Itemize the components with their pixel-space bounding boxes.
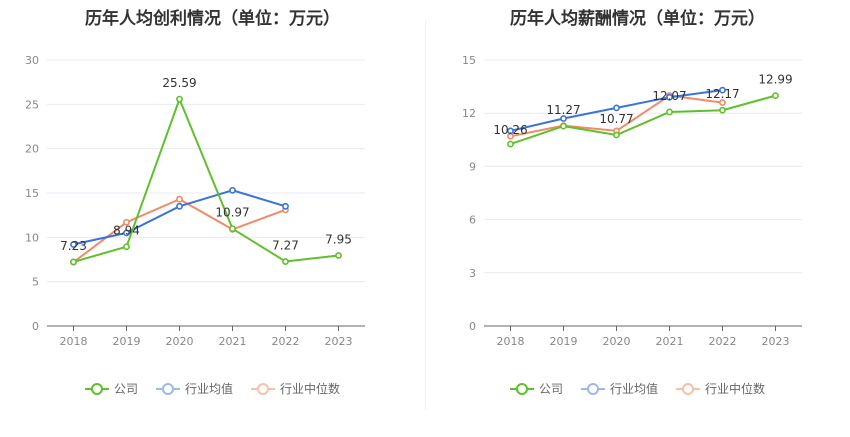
- data-label: 25.59: [162, 76, 196, 90]
- data-point: [666, 108, 673, 116]
- chart-title: 历年人均薪酬情况（单位：万元）: [510, 9, 765, 29]
- x-tick-label: 2018: [497, 335, 525, 348]
- data-point: [229, 186, 236, 194]
- data-label: 7.95: [325, 233, 352, 247]
- data-label: 12.07: [652, 89, 686, 103]
- x-tick-label: 2019: [550, 335, 578, 348]
- y-tick-label: 15: [462, 54, 476, 67]
- plot-area: 0 5 10 15 20 25 30 2018 2019 2020 2021 2022 2023 7.23…: [25, 54, 365, 348]
- x-tick-label: 2021: [219, 335, 247, 348]
- y-tick-label: 15: [25, 187, 39, 200]
- profit-per-capita-chart: 历年人均创利情况（单位：万元） 0 5 10 15 20 25 30 2018 2019 2020…: [0, 9, 425, 397]
- x-tick-label: 2020: [603, 335, 631, 348]
- legend-item-industry-median[interactable]: 行业中位数: [251, 380, 340, 397]
- plot-area: 0 3 6 9 12 15 2018 2019 2020 2021 2022 2023 10.26 11.…: [462, 54, 802, 348]
- y-tick-label: 3: [469, 267, 476, 280]
- data-point: [176, 95, 183, 103]
- data-point: [507, 127, 514, 135]
- data-label: 11.27: [546, 103, 580, 117]
- legend-label-industry-median: 行业中位数: [705, 382, 766, 396]
- legend-label-company: 公司: [113, 382, 138, 396]
- x-tick-label: 2020: [166, 335, 194, 348]
- x-tick-label: 2022: [272, 335, 300, 348]
- legend-item-company[interactable]: 公司: [84, 380, 138, 397]
- y-tick-label: 25: [25, 98, 39, 111]
- legend-swatch-industry-avg: [580, 382, 605, 395]
- series-line: [510, 94, 776, 146]
- legend-swatch-industry-median: [676, 382, 700, 395]
- y-tick-label: 20: [25, 143, 39, 156]
- y-tick-label: 30: [25, 54, 39, 67]
- y-tick-label: 0: [32, 320, 39, 333]
- data-point: [123, 218, 130, 226]
- data-point: [229, 225, 236, 233]
- data-label: 8.94: [113, 224, 140, 238]
- legend-swatch-company: [84, 382, 109, 395]
- x-tick-label: 2022: [709, 335, 737, 348]
- data-point: [507, 140, 514, 148]
- data-point: [613, 104, 620, 112]
- data-point: [719, 86, 726, 94]
- legend-item-industry-avg[interactable]: 行业均值: [580, 380, 658, 397]
- data-label: 10.26: [493, 123, 527, 137]
- data-point: [123, 229, 130, 237]
- y-tick-label: 10: [25, 231, 39, 244]
- x-tick-label: 2023: [762, 335, 790, 348]
- legend-item-industry-median[interactable]: 行业中位数: [676, 380, 765, 397]
- legend-swatch-company: [509, 382, 534, 395]
- data-point: [719, 99, 726, 106]
- data-point: [282, 258, 289, 265]
- data-point: [719, 106, 726, 114]
- data-point: [123, 243, 130, 251]
- x-tick-label: 2018: [60, 335, 88, 348]
- salary-per-capita-chart: 历年人均薪酬情况（单位：万元） 0 3 6 9 12 15 2018 2019 2020 2021…: [425, 0, 850, 437]
- legend-label-industry-avg: 行业均值: [184, 382, 233, 396]
- data-point: [335, 252, 342, 259]
- data-point: [613, 131, 620, 139]
- data-point: [666, 93, 673, 101]
- legend: 公司 行业均值 行业中位数: [425, 380, 850, 397]
- data-label: 12.17: [705, 87, 739, 101]
- panel-divider: [425, 20, 426, 410]
- data-point: [176, 195, 183, 203]
- x-tick-label: 2019: [113, 335, 141, 348]
- legend-label-company: 公司: [538, 382, 563, 396]
- series-line: [73, 96, 339, 263]
- data-label: 10.97: [215, 206, 249, 220]
- data-point: [560, 122, 567, 130]
- data-point: [70, 258, 77, 266]
- data-label: 12.99: [758, 73, 792, 87]
- y-tick-label: 5: [32, 276, 39, 289]
- legend-item-company[interactable]: 公司: [509, 380, 563, 397]
- legend: 公司 行业均值 行业中位数: [0, 380, 425, 397]
- chart-title: 历年人均创利情况（单位：万元）: [85, 9, 340, 29]
- data-label: 7.23: [60, 239, 87, 253]
- data-label: 7.27: [272, 239, 299, 253]
- y-tick-label: 0: [469, 320, 476, 333]
- data-point: [70, 241, 77, 248]
- y-tick-label: 12: [462, 107, 476, 120]
- x-tick-label: 2021: [656, 335, 684, 348]
- data-point: [176, 202, 183, 210]
- y-tick-label: 6: [469, 214, 476, 227]
- legend-label-industry-median: 行业中位数: [280, 382, 341, 396]
- legend-item-industry-avg[interactable]: 行业均值: [155, 380, 233, 397]
- data-label: 10.77: [599, 112, 633, 126]
- legend-swatch-industry-avg: [155, 382, 180, 395]
- x-tick-label: 2023: [325, 335, 353, 348]
- data-point: [282, 202, 289, 210]
- legend-label-industry-avg: 行业均值: [609, 382, 658, 396]
- y-tick-label: 9: [469, 160, 476, 173]
- data-point: [772, 92, 779, 100]
- legend-swatch-industry-median: [251, 382, 275, 395]
- data-point: [560, 115, 567, 122]
